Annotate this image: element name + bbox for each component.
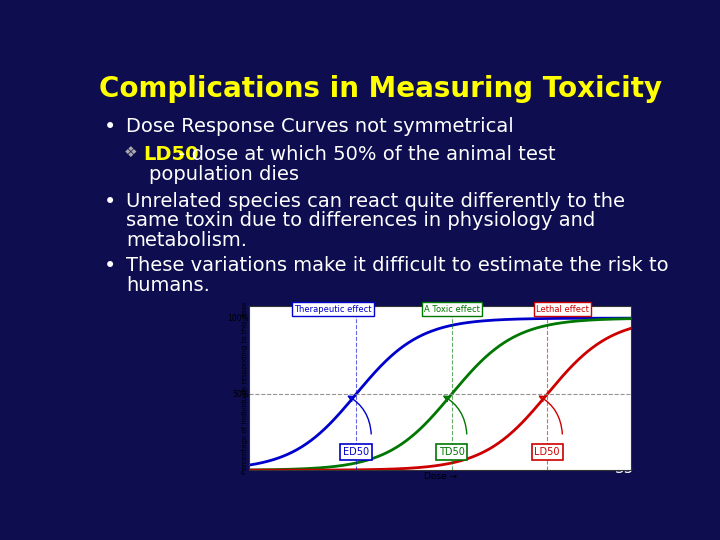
Text: Unrelated species can react quite differently to the: Unrelated species can react quite differ… bbox=[126, 192, 625, 211]
Text: population dies: population dies bbox=[148, 165, 299, 184]
Text: Dose Response Curves not symmetrical: Dose Response Curves not symmetrical bbox=[126, 117, 514, 136]
Text: Complications in Measuring Toxicity: Complications in Measuring Toxicity bbox=[99, 75, 662, 103]
Text: - dose at which 50% of the animal test: - dose at which 50% of the animal test bbox=[172, 145, 556, 164]
Text: •: • bbox=[104, 117, 116, 137]
Text: These variations make it difficult to estimate the risk to: These variations make it difficult to es… bbox=[126, 256, 669, 275]
Text: •: • bbox=[104, 192, 116, 212]
Text: •: • bbox=[104, 256, 116, 276]
Text: LD50: LD50 bbox=[143, 145, 199, 164]
Text: metabolism.: metabolism. bbox=[126, 231, 247, 249]
Text: ❖: ❖ bbox=[124, 145, 137, 160]
Text: 35: 35 bbox=[615, 461, 634, 476]
Text: same toxin due to differences in physiology and: same toxin due to differences in physiol… bbox=[126, 211, 595, 230]
Text: humans.: humans. bbox=[126, 275, 210, 295]
